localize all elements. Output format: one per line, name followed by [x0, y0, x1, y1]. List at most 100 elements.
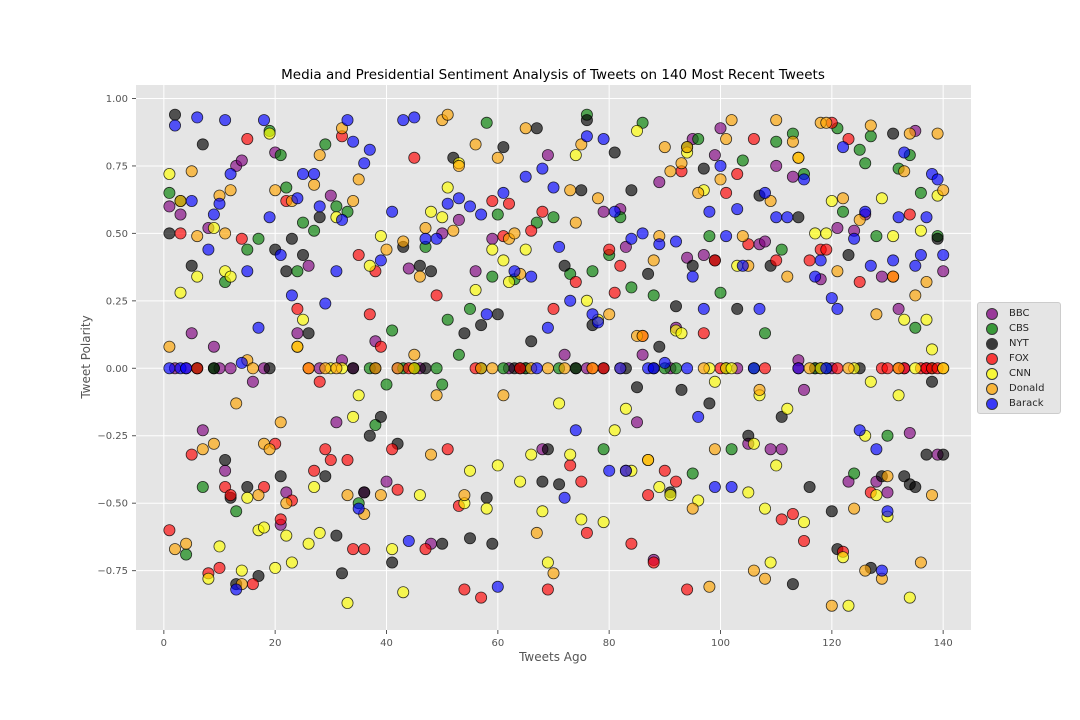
data-point-barack — [647, 362, 660, 375]
data-point-cnn — [920, 313, 933, 326]
data-point-barack — [864, 259, 877, 272]
data-point-donald — [280, 497, 293, 510]
data-point-nyt — [575, 184, 588, 197]
data-point-cnn — [809, 227, 822, 240]
data-point-fox — [458, 583, 471, 596]
data-point-barack — [697, 302, 710, 315]
data-point-barack — [252, 321, 265, 334]
data-point-fox — [614, 259, 627, 272]
data-point-fox — [603, 243, 616, 256]
data-point-nyt — [825, 505, 838, 518]
data-point-cbs — [725, 443, 738, 456]
data-point-nyt — [363, 429, 376, 442]
data-point-cnn — [770, 459, 783, 472]
data-point-cnn — [207, 221, 220, 234]
data-point-nyt — [491, 308, 504, 321]
y-tick-label: 0.50 — [106, 229, 128, 240]
data-point-nyt — [480, 491, 493, 504]
data-point-nyt — [163, 227, 176, 240]
data-point-donald — [419, 221, 432, 234]
data-point-cbs — [853, 143, 866, 156]
data-point-fox — [625, 537, 638, 550]
data-point-nyt — [580, 114, 593, 127]
legend-label: CNN — [1009, 368, 1031, 379]
data-point-bbc — [759, 235, 772, 248]
data-point-cnn — [424, 205, 437, 218]
data-point-cbs — [547, 211, 560, 224]
data-point-nyt — [302, 327, 315, 340]
data-point-bbc — [174, 208, 187, 221]
data-point-cnn — [352, 389, 365, 402]
data-point-bbc — [207, 340, 220, 353]
data-point-donald — [848, 502, 861, 515]
y-axis-label: Tweet Polarity — [79, 315, 93, 399]
legend-label: FOX — [1009, 353, 1029, 364]
data-point-barack — [180, 362, 193, 375]
legend-marker — [986, 308, 998, 320]
data-point-donald — [369, 362, 382, 375]
data-point-cnn — [536, 505, 549, 518]
data-point-cbs — [692, 132, 705, 145]
data-point-cnn — [631, 124, 644, 137]
data-point-nyt — [274, 470, 287, 483]
data-point-barack — [670, 235, 683, 248]
data-point-donald — [424, 448, 437, 461]
data-point-donald — [603, 308, 616, 321]
data-point-nyt — [497, 141, 510, 154]
data-point-bbc — [831, 221, 844, 234]
data-point-cbs — [480, 116, 493, 129]
data-point-cnn — [898, 313, 911, 326]
x-tick-label: 140 — [934, 638, 953, 649]
data-point-barack — [163, 362, 176, 375]
data-point-nyt — [185, 259, 198, 272]
data-point-barack — [547, 181, 560, 194]
data-point-cbs — [686, 467, 699, 480]
data-point-barack — [636, 227, 649, 240]
data-point-bbc — [597, 205, 610, 218]
data-point-cnn — [469, 283, 482, 296]
data-point-donald — [569, 216, 582, 229]
data-point-nyt — [536, 475, 549, 488]
data-point-cnn — [241, 491, 254, 504]
data-point-cbs — [463, 302, 476, 315]
legend-item-bbc: BBC — [978, 306, 1060, 321]
data-point-cbs — [770, 135, 783, 148]
data-point-donald — [898, 165, 911, 178]
data-point-fox — [224, 489, 237, 502]
data-point-nyt — [386, 556, 399, 569]
data-point-donald — [592, 192, 605, 205]
data-point-donald — [447, 224, 460, 237]
data-point-barack — [463, 200, 476, 213]
data-point-donald — [647, 254, 660, 267]
data-point-nyt — [675, 383, 688, 396]
data-point-cnn — [564, 448, 577, 461]
data-point-nyt — [569, 362, 582, 375]
data-point-donald — [374, 489, 387, 502]
data-point-cnn — [480, 502, 493, 515]
data-point-fox — [291, 302, 304, 315]
data-point-barack — [720, 230, 733, 243]
data-point-nyt — [358, 486, 371, 499]
data-point-barack — [168, 119, 181, 132]
data-point-cnn — [363, 259, 376, 272]
data-point-bbc — [903, 426, 916, 439]
data-point-barack — [708, 480, 721, 493]
data-point-nyt — [670, 300, 683, 313]
data-point-cbs — [736, 154, 749, 167]
data-point-donald — [558, 362, 571, 375]
data-point-cbs — [670, 362, 683, 375]
data-point-bbc — [486, 232, 499, 245]
data-point-fox — [541, 583, 554, 596]
data-point-cnn — [486, 243, 499, 256]
data-point-barack — [397, 114, 410, 127]
data-point-barack — [825, 292, 838, 305]
data-point-barack — [692, 410, 705, 423]
data-point-donald — [926, 489, 939, 502]
data-point-fox — [775, 513, 788, 526]
data-point-nyt — [207, 362, 220, 375]
data-point-fox — [597, 362, 610, 375]
data-point-fox — [363, 308, 376, 321]
data-point-barack — [653, 238, 666, 251]
data-point-donald — [330, 362, 343, 375]
data-point-donald — [196, 443, 209, 456]
